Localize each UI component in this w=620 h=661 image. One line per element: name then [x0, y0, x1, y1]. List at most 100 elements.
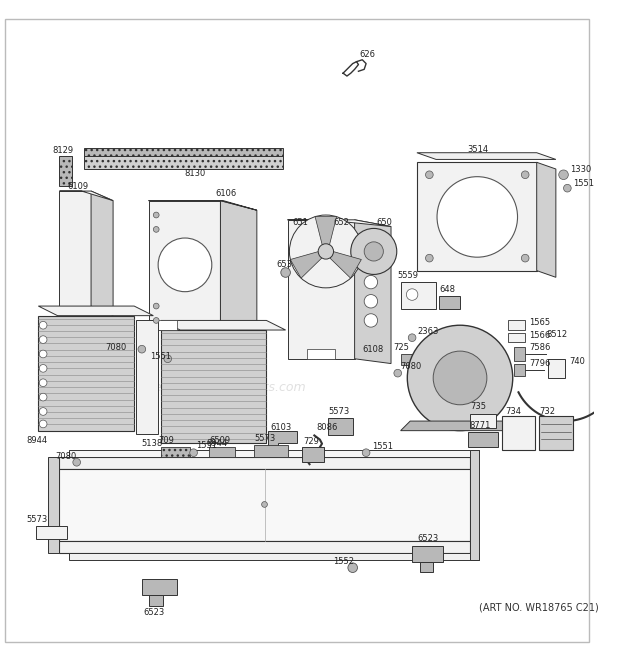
Text: 7080: 7080	[401, 362, 422, 371]
Text: 5573: 5573	[329, 407, 350, 416]
Text: 8944: 8944	[206, 439, 227, 447]
Text: 1551: 1551	[197, 440, 218, 449]
Text: 6509: 6509	[209, 436, 230, 445]
Polygon shape	[149, 201, 257, 210]
Circle shape	[39, 336, 47, 344]
Text: 6108: 6108	[362, 344, 384, 354]
Text: 653: 653	[276, 260, 292, 269]
Circle shape	[190, 449, 197, 457]
Polygon shape	[38, 306, 153, 316]
Polygon shape	[60, 155, 72, 186]
Polygon shape	[48, 457, 60, 553]
Text: 3514: 3514	[467, 145, 489, 155]
Text: 7586: 7586	[529, 343, 551, 352]
Circle shape	[362, 449, 370, 457]
Circle shape	[433, 351, 487, 405]
Polygon shape	[91, 191, 113, 316]
Polygon shape	[502, 416, 535, 450]
Text: 8771: 8771	[469, 421, 491, 430]
Polygon shape	[548, 359, 565, 378]
Polygon shape	[417, 153, 556, 159]
Polygon shape	[268, 431, 297, 457]
Text: 8130: 8130	[184, 169, 205, 178]
Circle shape	[559, 170, 569, 180]
Circle shape	[564, 184, 571, 192]
Text: 8129: 8129	[53, 146, 74, 155]
Circle shape	[409, 334, 416, 342]
Circle shape	[318, 244, 334, 259]
Text: 1330: 1330	[570, 165, 591, 173]
Text: 651: 651	[292, 218, 308, 227]
Polygon shape	[467, 432, 498, 447]
Polygon shape	[60, 191, 113, 201]
Text: 7080: 7080	[56, 452, 77, 461]
Text: 709: 709	[158, 436, 174, 445]
Polygon shape	[161, 330, 267, 443]
Text: 6109: 6109	[67, 182, 88, 191]
Polygon shape	[84, 155, 283, 169]
Circle shape	[290, 215, 362, 288]
Circle shape	[364, 295, 378, 308]
Circle shape	[39, 408, 47, 415]
Text: 5138: 5138	[142, 439, 163, 447]
Circle shape	[73, 459, 81, 466]
Text: 6106: 6106	[216, 190, 237, 198]
Polygon shape	[315, 217, 337, 245]
Polygon shape	[38, 316, 134, 431]
Polygon shape	[60, 541, 469, 553]
Text: 8086: 8086	[316, 423, 338, 432]
Text: 6523: 6523	[144, 608, 165, 617]
Circle shape	[521, 171, 529, 178]
Polygon shape	[161, 321, 286, 330]
Circle shape	[153, 227, 159, 232]
Text: eReplacementParts.com: eReplacementParts.com	[154, 381, 306, 394]
Text: 5573: 5573	[27, 516, 48, 524]
Polygon shape	[539, 416, 573, 450]
Circle shape	[521, 254, 529, 262]
Text: 735: 735	[471, 402, 487, 411]
Polygon shape	[401, 282, 436, 309]
Polygon shape	[161, 447, 190, 457]
Polygon shape	[69, 553, 479, 560]
Polygon shape	[401, 354, 420, 366]
Circle shape	[39, 393, 47, 401]
Text: 725: 725	[393, 343, 409, 352]
Circle shape	[425, 171, 433, 178]
Polygon shape	[412, 546, 443, 562]
Polygon shape	[221, 201, 257, 340]
Circle shape	[364, 242, 383, 261]
Polygon shape	[420, 562, 433, 572]
Polygon shape	[469, 450, 479, 560]
Circle shape	[351, 229, 397, 274]
Text: 740: 740	[569, 357, 585, 366]
Circle shape	[394, 369, 402, 377]
Circle shape	[364, 314, 378, 327]
Circle shape	[406, 289, 418, 300]
Text: 7796: 7796	[529, 359, 551, 368]
Text: 7080: 7080	[105, 343, 126, 352]
Circle shape	[164, 355, 172, 363]
Text: 734: 734	[505, 407, 521, 416]
Polygon shape	[37, 527, 67, 539]
Polygon shape	[69, 450, 479, 457]
Polygon shape	[60, 469, 469, 541]
Text: 732: 732	[539, 407, 556, 416]
Polygon shape	[84, 148, 283, 155]
Text: 6103: 6103	[270, 423, 291, 432]
Circle shape	[39, 379, 47, 387]
Polygon shape	[288, 220, 355, 359]
Circle shape	[281, 268, 290, 278]
Text: 1552: 1552	[334, 557, 355, 566]
Polygon shape	[254, 445, 288, 457]
Polygon shape	[355, 220, 391, 364]
Polygon shape	[209, 447, 235, 457]
Polygon shape	[288, 220, 391, 227]
Circle shape	[437, 176, 518, 257]
Text: 1551: 1551	[372, 442, 393, 451]
Circle shape	[425, 254, 433, 262]
Circle shape	[364, 276, 378, 289]
Polygon shape	[439, 297, 460, 309]
Circle shape	[153, 317, 159, 323]
Polygon shape	[508, 321, 525, 330]
Text: 2363: 2363	[418, 327, 439, 336]
